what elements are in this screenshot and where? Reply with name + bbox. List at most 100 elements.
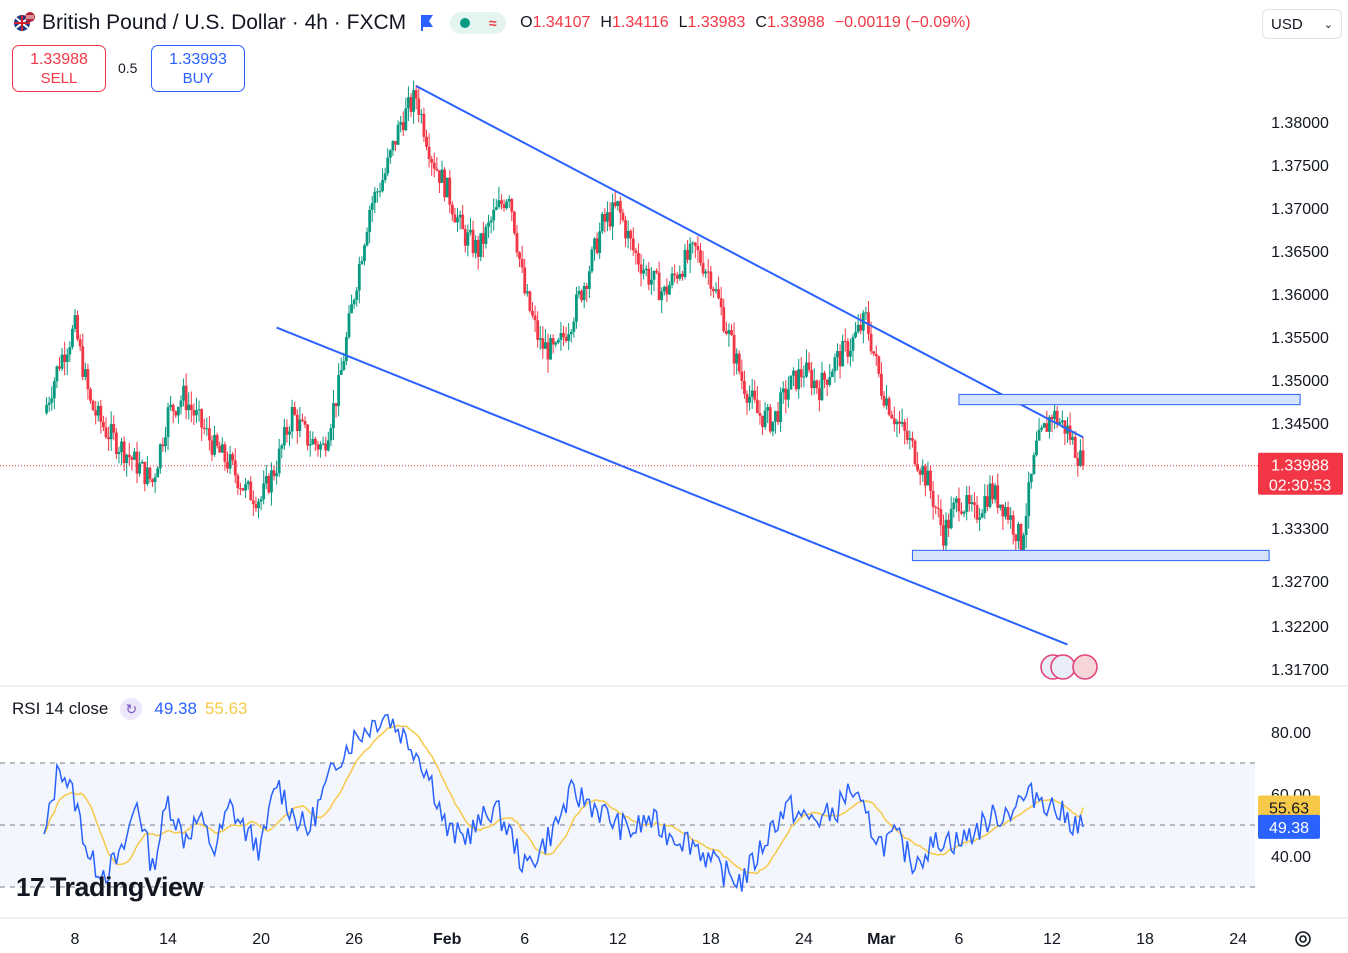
candle[interactable] <box>68 341 72 363</box>
candle[interactable] <box>693 241 697 259</box>
candle[interactable] <box>856 314 860 334</box>
candle[interactable] <box>138 451 142 477</box>
candle[interactable] <box>926 461 930 486</box>
candle[interactable] <box>967 486 971 512</box>
candle[interactable] <box>892 406 896 432</box>
candle[interactable] <box>394 141 397 151</box>
candle[interactable] <box>311 431 315 446</box>
candle[interactable] <box>1068 412 1072 445</box>
candle[interactable] <box>192 403 196 426</box>
candle[interactable] <box>970 494 974 512</box>
candle[interactable] <box>683 244 687 280</box>
candle[interactable] <box>378 182 382 198</box>
candle[interactable] <box>985 484 989 512</box>
candle[interactable] <box>841 334 845 367</box>
candle[interactable] <box>949 496 953 530</box>
candle[interactable] <box>368 205 372 244</box>
candle[interactable] <box>887 396 891 417</box>
candle[interactable] <box>321 436 325 446</box>
candle[interactable] <box>179 395 183 415</box>
candle[interactable] <box>202 418 206 435</box>
candle[interactable] <box>337 363 341 417</box>
candle[interactable] <box>784 380 788 414</box>
candle[interactable] <box>109 411 113 451</box>
candle[interactable] <box>551 334 555 354</box>
candle[interactable] <box>996 473 1000 514</box>
candle[interactable] <box>983 484 987 520</box>
candle[interactable] <box>867 300 870 341</box>
candle[interactable] <box>647 262 651 291</box>
rsi-ma-line[interactable] <box>43 724 1084 875</box>
candle[interactable] <box>489 216 493 234</box>
candle[interactable] <box>774 410 777 434</box>
candle[interactable] <box>691 241 695 254</box>
candle[interactable] <box>1045 410 1049 432</box>
candle[interactable] <box>158 443 162 474</box>
candle[interactable] <box>497 186 501 209</box>
candle[interactable] <box>885 385 888 410</box>
candle[interactable] <box>1006 501 1010 524</box>
candle[interactable] <box>456 207 459 232</box>
candle[interactable] <box>373 186 377 214</box>
candle[interactable] <box>934 505 938 515</box>
candle[interactable] <box>1040 425 1044 433</box>
price-zone-rectangle[interactable] <box>911 549 1270 562</box>
candle[interactable] <box>900 408 904 428</box>
candle[interactable] <box>988 475 992 509</box>
candle[interactable] <box>73 309 77 333</box>
candle[interactable] <box>425 129 428 151</box>
candle[interactable] <box>1050 414 1054 432</box>
candle[interactable] <box>161 437 165 452</box>
candle[interactable] <box>104 417 108 439</box>
candle[interactable] <box>580 289 583 303</box>
candle[interactable] <box>388 148 392 164</box>
candle[interactable] <box>376 187 379 203</box>
candle[interactable] <box>590 246 594 274</box>
candle[interactable] <box>492 198 496 231</box>
candle[interactable] <box>706 259 710 285</box>
candle[interactable] <box>419 109 423 124</box>
candle[interactable] <box>182 378 185 407</box>
candle[interactable] <box>89 387 92 404</box>
candle[interactable] <box>936 494 940 518</box>
candle[interactable] <box>270 462 273 506</box>
candle[interactable] <box>164 426 167 453</box>
candle[interactable] <box>474 235 478 259</box>
candle[interactable] <box>704 268 708 279</box>
candle[interactable] <box>569 329 573 343</box>
candle[interactable] <box>719 286 723 316</box>
candle[interactable] <box>714 282 718 294</box>
candle[interactable] <box>598 222 602 259</box>
candle[interactable] <box>381 168 384 193</box>
candle[interactable] <box>556 338 560 345</box>
candle[interactable] <box>518 251 521 268</box>
candle[interactable] <box>541 326 545 359</box>
candle[interactable] <box>187 392 191 420</box>
candle[interactable] <box>763 401 767 430</box>
candle[interactable] <box>298 406 302 438</box>
candle[interactable] <box>991 475 994 504</box>
candle[interactable] <box>587 265 591 298</box>
candle[interactable] <box>939 499 943 537</box>
candle[interactable] <box>1063 420 1067 446</box>
candle[interactable] <box>484 223 488 249</box>
candle[interactable] <box>86 363 90 400</box>
candle[interactable] <box>611 193 615 240</box>
candle[interactable] <box>634 247 638 265</box>
candle[interactable] <box>815 379 819 394</box>
rsi-pane[interactable] <box>0 713 1255 892</box>
candle[interactable] <box>1009 507 1013 529</box>
candle[interactable] <box>189 391 193 423</box>
candle[interactable] <box>952 497 956 518</box>
candle[interactable] <box>562 325 565 347</box>
candle[interactable] <box>133 448 136 461</box>
candle[interactable] <box>998 504 1002 511</box>
candle[interactable] <box>342 352 346 371</box>
candle[interactable] <box>453 207 457 223</box>
candle[interactable] <box>549 334 552 361</box>
candle[interactable] <box>386 148 390 177</box>
candle[interactable] <box>823 370 826 389</box>
candle[interactable] <box>918 467 922 486</box>
candle[interactable] <box>55 365 59 389</box>
candle[interactable] <box>825 379 829 397</box>
